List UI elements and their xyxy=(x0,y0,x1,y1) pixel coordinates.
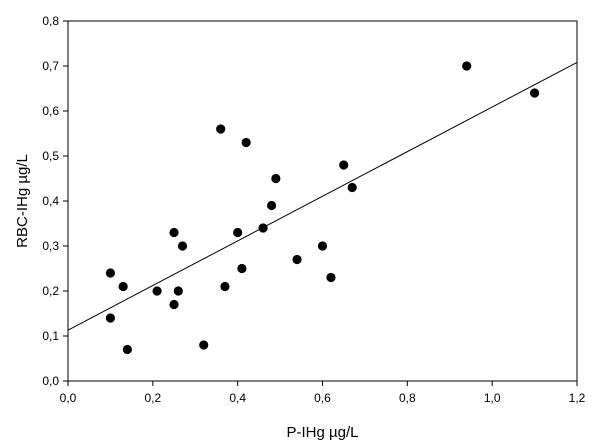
data-point xyxy=(220,281,230,292)
data-point xyxy=(169,227,179,238)
y-tick-label: 0,0 xyxy=(42,374,59,388)
regression-line-group xyxy=(67,61,578,331)
y-axis-title: RBC-IHg µg/L xyxy=(14,154,31,248)
x-tick-label: 1,0 xyxy=(484,391,501,405)
x-axis-title: P-IHg µg/L xyxy=(286,424,358,441)
data-point xyxy=(173,286,183,296)
y-tick-label: 0,1 xyxy=(42,329,59,343)
data-point xyxy=(339,160,349,170)
data-point xyxy=(292,254,302,265)
data-point xyxy=(237,263,247,274)
y-tick-label: 0,5 xyxy=(42,149,59,163)
data-point xyxy=(233,227,243,238)
data-point xyxy=(169,299,179,310)
data-point xyxy=(317,241,328,251)
data-point xyxy=(462,61,472,71)
data-point xyxy=(258,223,268,233)
data-point xyxy=(105,313,116,323)
data-point xyxy=(326,272,336,283)
data-point xyxy=(267,200,277,211)
data-point xyxy=(271,173,281,184)
y-tick-label: 0,4 xyxy=(42,194,59,208)
x-tick-label: 0,0 xyxy=(60,391,77,405)
data-points xyxy=(105,61,540,355)
data-point xyxy=(177,241,188,251)
data-point xyxy=(347,182,357,193)
x-tick-label: 0,8 xyxy=(399,391,416,405)
y-tick-label: 0,7 xyxy=(42,59,59,73)
regression-line xyxy=(67,61,578,331)
y-tick-label: 0,8 xyxy=(42,14,59,28)
data-point xyxy=(529,88,540,98)
x-axis-ticks: 0,0 0,2 0,4 0,6 0,8 1,0 1,2 xyxy=(60,381,586,405)
data-point xyxy=(122,344,132,355)
data-point xyxy=(216,124,226,134)
y-axis-ticks: 0,0 0,1 0,2 0,3 0,4 0,5 0,6 0,7 0,8 xyxy=(42,14,68,388)
data-point xyxy=(152,286,162,296)
data-point xyxy=(199,340,209,350)
data-point xyxy=(241,137,251,148)
y-tick-label: 0,6 xyxy=(42,104,59,118)
x-tick-label: 1,2 xyxy=(569,391,586,405)
x-tick-label: 0,4 xyxy=(229,391,246,405)
y-tick-label: 0,3 xyxy=(42,239,59,253)
x-tick-label: 0,2 xyxy=(144,391,161,405)
data-point xyxy=(105,268,116,278)
x-tick-label: 0,6 xyxy=(314,391,331,405)
data-point xyxy=(118,281,128,292)
y-tick-label: 0,2 xyxy=(42,284,59,298)
